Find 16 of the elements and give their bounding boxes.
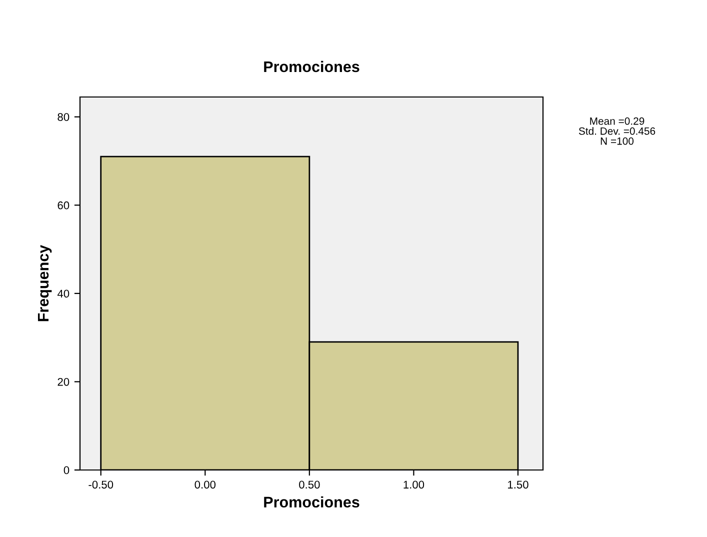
y-tick-label: 60 (58, 201, 70, 210)
y-tick-label: 80 (58, 113, 70, 121)
x-tick-label: 0.00 (194, 480, 216, 489)
x-tick-label: 1.50 (508, 480, 528, 489)
x-tick-label: 1.00 (404, 480, 424, 489)
y-tick-label: 20 (58, 378, 70, 386)
text: N =100 (600, 137, 634, 145)
chart-title: Promociones (264, 60, 360, 72)
x-tick-label: 0.50 (299, 480, 320, 489)
x-axis-title: Promociones (264, 496, 360, 508)
x-tick-label: -0.50 (88, 480, 114, 489)
y-tick-label: 0 (64, 466, 70, 474)
text: Mean =0.29 (590, 117, 644, 125)
y-axis-title: Frequency (38, 244, 52, 322)
y-tick-label: 40 (57, 290, 70, 298)
text: Std. Dev. =0.456 (578, 127, 656, 135)
